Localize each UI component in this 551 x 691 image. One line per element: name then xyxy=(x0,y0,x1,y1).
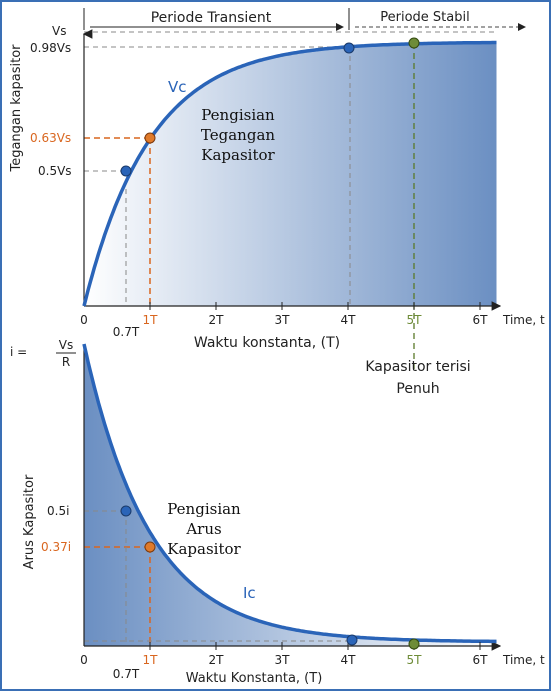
bot-x-07t-label: 0.7T xyxy=(113,667,140,681)
formula-num: Vs xyxy=(59,338,73,352)
top-x-tick-label-1: 1T xyxy=(143,313,159,327)
transient-label: Periode Transient xyxy=(151,10,272,26)
top-x-tick-label-0: 0 xyxy=(80,313,88,327)
top-x-tick-label-4: 4T xyxy=(341,313,357,327)
bottom-current-area xyxy=(84,344,497,646)
bot-y-axis-label: Arus Kapasitor xyxy=(22,474,37,569)
top-dot-1t xyxy=(144,132,156,144)
top-dot-07t xyxy=(120,165,132,177)
bot-y-037-label: 0.37i xyxy=(41,540,71,554)
top-charge-area xyxy=(84,42,497,306)
bot-x-axis-label: Waktu Konstanta, (T) xyxy=(186,671,323,686)
top-x-axis-label: Waktu konstanta, (T) xyxy=(194,335,340,351)
top-dot-4t xyxy=(343,42,355,54)
top-chart: Periode Transient Periode Stabil 0 1T 2T 3T… xyxy=(9,8,545,397)
top-caption-line2: Tegangan xyxy=(201,126,275,144)
top-y-vs-label: Vs xyxy=(52,24,66,38)
top-x-tick-label-3: 3T xyxy=(275,313,291,327)
bot-x-unit-label: Time, t xyxy=(502,653,545,667)
top-x-tick-label-6: 6T xyxy=(473,313,489,327)
top-dot-5t xyxy=(408,37,420,49)
stable-label: Periode Stabil xyxy=(380,10,469,25)
top-x-unit-label: Time, t xyxy=(502,313,545,327)
ic-curve xyxy=(82,343,497,644)
bottom-x-ticks: 0 1T 2T 3T 4T 5T 6T xyxy=(80,642,488,667)
bot-x-tick-label-3: 3T xyxy=(275,653,291,667)
top-note-line2: Penuh xyxy=(396,381,439,397)
bot-x-tick-label-1: 1T xyxy=(143,653,159,667)
bot-caption-line3: Kapasitor xyxy=(167,540,241,558)
top-caption-line3: Kapasitor xyxy=(201,146,275,164)
bot-x-tick-label-5: 5T xyxy=(407,653,423,667)
bot-dot-4t xyxy=(346,634,358,646)
formula-den: R xyxy=(62,355,70,369)
formula-lhs: i = xyxy=(10,345,27,359)
top-y-098-label: 0.98Vs xyxy=(30,41,71,55)
top-note-line1: Kapasitor terisi xyxy=(365,359,470,375)
top-x-ticks: 0 1T 2T 3T 4T 5T 6T xyxy=(80,302,488,327)
top-x-07t-label: 0.7T xyxy=(113,325,140,339)
top-x-tick-label-2: 2T xyxy=(209,313,225,327)
bot-dot-07t xyxy=(120,505,132,517)
bot-dot-5t xyxy=(408,638,420,650)
bot-caption-line2: Arus xyxy=(185,520,221,538)
vc-curve-label: Vc xyxy=(168,78,187,96)
bot-caption-line1: Pengisian xyxy=(167,500,241,518)
top-y-05-label: 0.5Vs xyxy=(38,164,72,178)
top-x-tick-label-5: 5T xyxy=(407,313,423,327)
bot-x-tick-label-0: 0 xyxy=(80,653,88,667)
bot-dot-1t xyxy=(144,541,156,553)
ic-curve-label: Ic xyxy=(243,584,256,602)
top-caption-line1: Pengisian xyxy=(201,106,275,124)
bot-x-tick-label-2: 2T xyxy=(209,653,225,667)
bot-y-05-label: 0.5i xyxy=(47,504,69,518)
bot-x-tick-label-4: 4T xyxy=(341,653,357,667)
bottom-chart: 0 1T 2T 3T 4T 5T 6T i = Vs R 0.5i 0.37i Arus K… xyxy=(10,338,545,686)
top-y-063-label: 0.63Vs xyxy=(30,131,71,145)
bot-x-tick-label-6: 6T xyxy=(473,653,489,667)
top-y-axis-label: Tegangan kapasitor xyxy=(9,44,24,173)
